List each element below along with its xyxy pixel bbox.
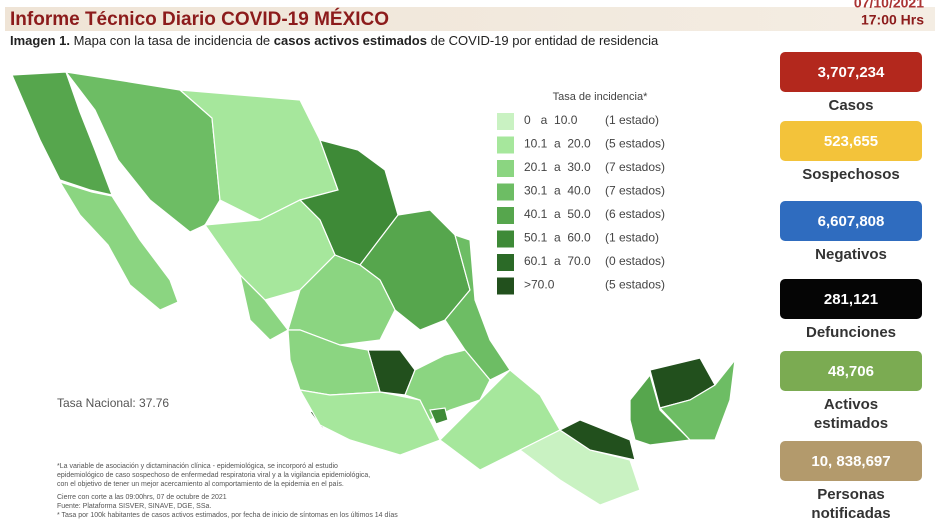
legend-count: (6 estados) <box>605 207 665 221</box>
stat-box <box>780 52 922 92</box>
legend-swatch <box>497 113 514 130</box>
subtitle-part: de COVID-19 por entidad de residencia <box>427 33 659 48</box>
legend-swatch <box>497 230 514 248</box>
legend-count: (7 estados) <box>605 160 665 174</box>
header-time: 17:00 Hrs <box>861 12 924 28</box>
stat-label: Negativos <box>815 246 887 263</box>
header-date: 07/10/2021 <box>854 0 924 11</box>
stat-value: 48,706 <box>828 363 874 380</box>
stat-value: 10, 838,697 <box>811 453 890 470</box>
footnote: *La variable de asociación y dictaminaci… <box>57 463 338 470</box>
subtitle-part: Mapa con la tasa de incidencia de <box>70 33 274 48</box>
legend-range: 60.1 a 70.0 <box>524 254 591 268</box>
stat-box <box>780 279 922 319</box>
header-title: Informe Técnico Diario COVID-19 MÉXICO <box>10 8 389 30</box>
subtitle: Imagen 1. Mapa con la tasa de incidencia… <box>10 33 659 48</box>
legend-count: (5 estados) <box>605 278 665 292</box>
stat-label: notificadas <box>811 505 890 522</box>
footnote: epidemiológico de caso sospechoso de enf… <box>57 472 370 479</box>
legend-count: (1 estado) <box>605 231 659 245</box>
stat-box <box>780 201 922 241</box>
legend-range: 40.1 a 50.0 <box>524 207 591 221</box>
stat-label: estimados <box>814 415 888 432</box>
stat-value: 281,121 <box>824 291 878 308</box>
stat-box <box>780 441 922 481</box>
header-bar <box>5 7 935 31</box>
subtitle-part: Imagen 1. <box>10 33 70 48</box>
footnote: con el objetivo de tener un mejor acerca… <box>57 481 344 488</box>
legend-swatch <box>497 183 514 201</box>
stat-box <box>780 351 922 391</box>
legend-range: 10.1 a 20.0 <box>524 137 591 151</box>
legend-count: (0 estados) <box>605 254 665 268</box>
legend-range: 30.1 a 40.0 <box>524 184 591 198</box>
map <box>11 71 736 506</box>
legend-swatch <box>497 207 514 224</box>
stat-label: Activos <box>824 396 878 413</box>
legend-swatch <box>497 160 514 177</box>
legend-count: (7 estados) <box>605 184 665 198</box>
stat-label: Sospechosos <box>802 166 900 183</box>
legend-swatch <box>497 136 514 154</box>
national-rate: Tasa Nacional: 37.76 <box>57 396 169 410</box>
legend-swatch <box>497 254 514 271</box>
stat-label: Casos <box>828 97 873 114</box>
stat-label: Defunciones <box>806 324 896 341</box>
stat-value: 6,607,808 <box>818 213 885 230</box>
legend-range: 50.1 a 60.0 <box>524 231 591 245</box>
legend-title: Tasa de incidencia* <box>553 91 649 103</box>
stat-box <box>780 121 922 161</box>
footnote: * Tasa por 100k habitantes de casos acti… <box>57 512 398 519</box>
legend-range: 20.1 a 30.0 <box>524 160 591 174</box>
stat-label: Personas <box>817 486 885 503</box>
legend-count: (1 estado) <box>605 113 659 127</box>
stat-value: 3,707,234 <box>818 64 885 81</box>
footnote: Fuente: Plataforma SISVER, SINAVE, DGE, … <box>57 503 211 510</box>
legend-range: >70.0 <box>524 278 555 292</box>
legend-count: (5 estados) <box>605 137 665 151</box>
stat-value: 523,655 <box>824 133 878 150</box>
legend-range: 0 a 10.0 <box>524 113 578 127</box>
subtitle-part: casos activos estimados <box>274 33 427 48</box>
legend-swatch <box>497 277 514 295</box>
footnote: Cierre con corte a las 09:00hrs, 07 de o… <box>57 494 227 501</box>
